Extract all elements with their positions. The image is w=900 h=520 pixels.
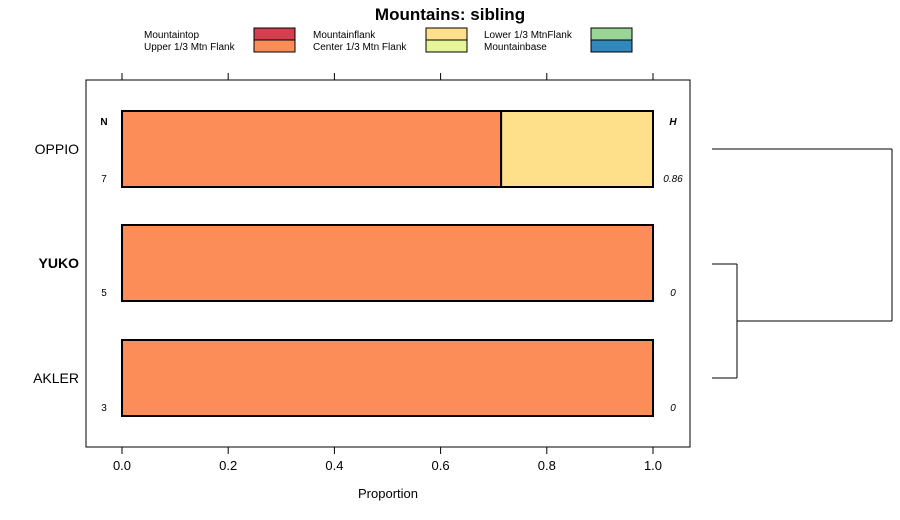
legend-swatch-3 [425, 39, 468, 53]
bar-yuko-1 [121, 224, 654, 302]
legend-swatch-2 [425, 27, 468, 41]
h-value-oppio: 0.86 [663, 174, 683, 185]
category-label-yuko: YUKO [39, 255, 80, 271]
legend-label-4: Lower 1/3 MtnFlank [484, 30, 573, 41]
x-tick-label-3: 0.6 [432, 458, 450, 473]
x-tick-label-0: 0.0 [113, 458, 131, 473]
h-value-yuko: 0 [670, 288, 676, 299]
category-label-akler: AKLER [33, 370, 79, 386]
x-tick-label-1: 0.2 [219, 458, 237, 473]
x-axis-label: Proportion [358, 486, 418, 501]
legend-swatch-0 [253, 27, 296, 41]
n-value-oppio: 7 [101, 174, 107, 185]
dendrogram [712, 148, 893, 379]
n-value-yuko: 5 [101, 288, 107, 299]
x-tick-label-5: 1.0 [644, 458, 662, 473]
category-label-oppio: OPPIO [35, 141, 79, 157]
legend-label-2: Mountainflank [313, 30, 376, 41]
legend-swatch-4 [590, 27, 633, 41]
chart-title: Mountains: sibling [375, 5, 525, 24]
bar-oppio-2 [500, 110, 654, 188]
legend-label-5: Mountainbase [484, 42, 547, 53]
legend-label-0: Mountaintop [144, 30, 199, 41]
bar-oppio-1 [121, 110, 503, 188]
legend-label-1: Upper 1/3 Mtn Flank [144, 42, 236, 53]
h-value-akler: 0 [670, 403, 676, 414]
h-header: H [669, 117, 677, 128]
bar-akler-1 [121, 339, 654, 417]
x-axis: 0.0 0.2 0.4 0.6 0.8 1.0 [113, 73, 662, 473]
bars: OPPIO YUKO AKLER [33, 110, 654, 417]
x-tick-label-4: 0.8 [538, 458, 556, 473]
n-header: N [100, 117, 107, 128]
legend-swatch-5 [590, 39, 633, 53]
legend-label-3: Center 1/3 Mtn Flank [313, 42, 407, 53]
x-tick-label-2: 0.4 [325, 458, 343, 473]
plot-frame [85, 79, 691, 448]
annotations: N H 7 0.86 5 0 3 0 [100, 117, 683, 414]
n-value-akler: 3 [101, 403, 107, 414]
legend-swatch-1 [253, 39, 296, 53]
